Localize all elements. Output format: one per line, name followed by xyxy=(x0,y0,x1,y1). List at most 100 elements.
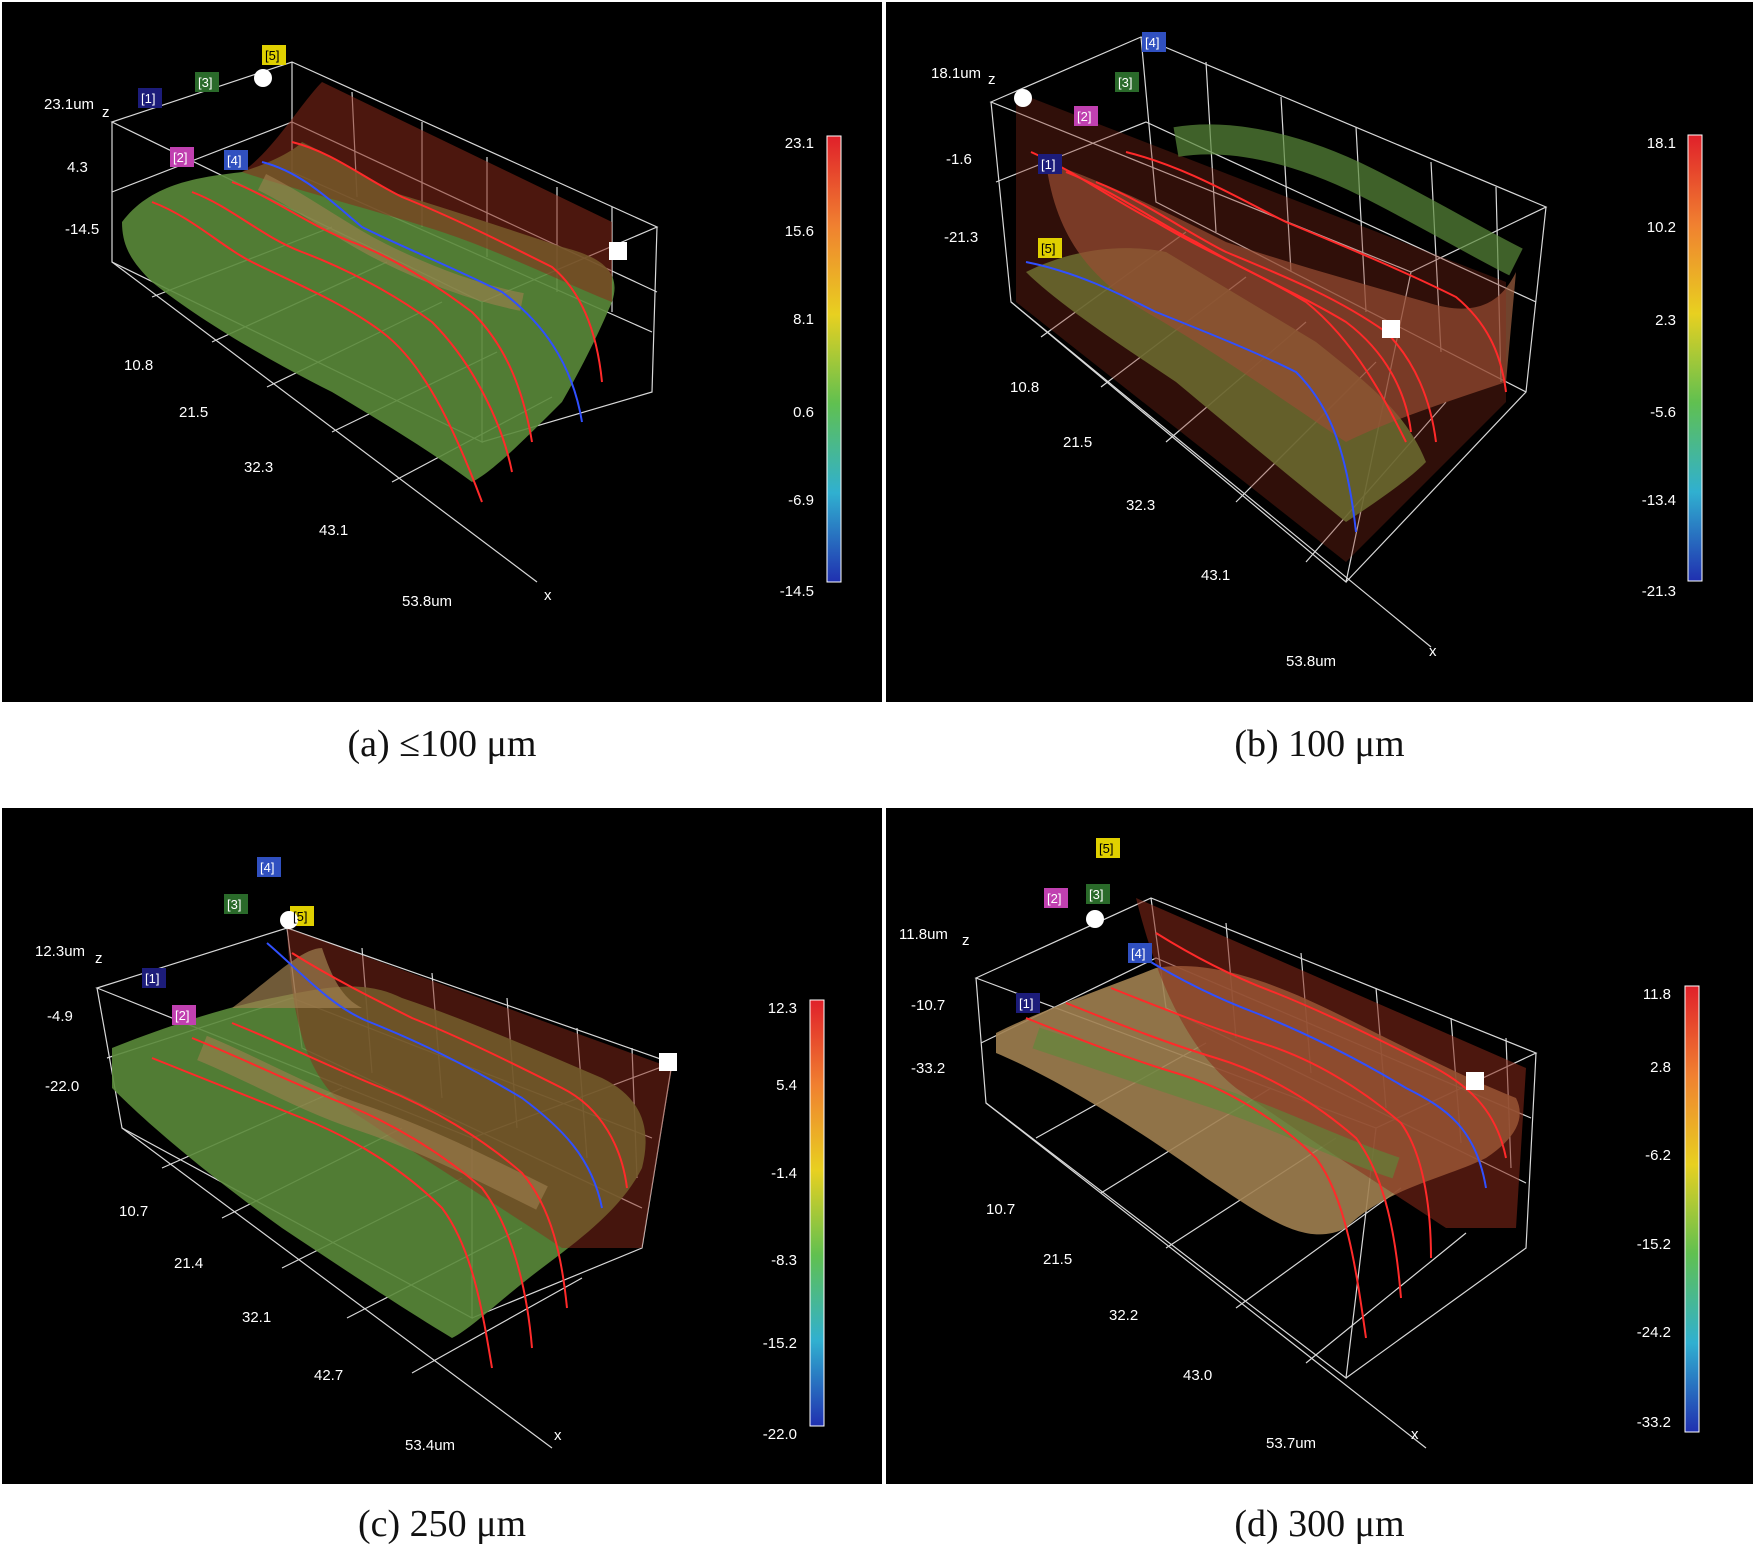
y-tick-4: 43.0 xyxy=(1183,1367,1212,1384)
z-mid-label: -1.6 xyxy=(946,151,972,168)
colorbar-tick-5: -6.9 xyxy=(788,492,814,509)
colorbar-tick-4: -5.6 xyxy=(1650,404,1676,421)
marker-2-label: [2] xyxy=(1047,891,1061,906)
colorbar-tick-5: -15.2 xyxy=(763,1335,797,1352)
end-square xyxy=(659,1053,677,1071)
profile-lines xyxy=(151,141,603,503)
x-letter: x xyxy=(1429,643,1437,660)
end-square xyxy=(1466,1072,1484,1090)
colorbar-tick-2: 10.2 xyxy=(1647,219,1676,236)
marker-1-box xyxy=(1016,993,1040,1013)
surface-plot-c xyxy=(95,857,677,1449)
colorbar-tick-4: 0.6 xyxy=(793,404,814,421)
z-top-label: 12.3um xyxy=(35,943,85,960)
y-tick-2: 21.4 xyxy=(174,1255,203,1272)
marker-4-label: [4] xyxy=(227,153,241,168)
caption-d: (d) 300 μm xyxy=(1234,1503,1405,1545)
marker-5-label: [5] xyxy=(1041,241,1055,256)
panel-c: [1] [2] [3] [4] [5] 12.3um z -4.9 -22.0 … xyxy=(2,808,882,1484)
marker-3-box xyxy=(1115,72,1139,92)
z-letter: z xyxy=(962,932,970,949)
y-tick-2: 21.5 xyxy=(1043,1251,1072,1268)
marker-2-label: [2] xyxy=(175,1008,189,1023)
surface xyxy=(996,898,1526,1235)
marker-2-box xyxy=(170,147,194,167)
y-tick-5: 53.7um xyxy=(1266,1435,1316,1452)
panel-d: [1] [2] [3] [4] [5] 11.8um z -10.7 -33.2… xyxy=(886,808,1753,1484)
start-dot xyxy=(1014,89,1032,107)
marker-3-box xyxy=(1086,884,1110,904)
y-tick-4: 43.1 xyxy=(319,522,348,539)
start-dot xyxy=(254,69,272,87)
end-square xyxy=(1382,320,1400,338)
colorbar xyxy=(1687,134,1703,582)
colorbar-tick-6: -33.2 xyxy=(1637,1414,1671,1431)
surface xyxy=(122,82,615,482)
marker-5-label: [5] xyxy=(1099,841,1113,856)
marker-4-box xyxy=(1142,32,1166,52)
marker-5-box xyxy=(1096,838,1120,858)
colorbar-tick-6: -21.3 xyxy=(1642,583,1676,600)
height-markers xyxy=(1016,838,1484,1090)
marker-2-box xyxy=(1074,106,1098,126)
marker-1-label: [1] xyxy=(145,971,159,986)
colorbar-tick-1: 23.1 xyxy=(785,135,814,152)
marker-4-label: [4] xyxy=(1145,35,1159,50)
colorbar-tick-1: 12.3 xyxy=(768,1000,797,1017)
colorbar-tick-5: -13.4 xyxy=(1642,492,1676,509)
x-letter: x xyxy=(1411,1426,1419,1443)
marker-1-box xyxy=(138,88,162,108)
profile-lines xyxy=(1025,151,1507,533)
marker-3-label: [3] xyxy=(1089,887,1103,902)
marker-2-label: [2] xyxy=(1077,109,1091,124)
marker-4-box xyxy=(224,150,248,170)
y-tick-2: 21.5 xyxy=(179,404,208,421)
y-tick-1: 10.8 xyxy=(124,357,153,374)
z-bottom-label: -22.0 xyxy=(45,1078,79,1095)
colorbar-tick-3: 2.3 xyxy=(1655,312,1676,329)
y-tick-1: 10.7 xyxy=(119,1203,148,1220)
marker-3-box xyxy=(195,72,219,92)
marker-2-box xyxy=(172,1005,196,1025)
surface-plot-a xyxy=(110,45,659,583)
colorbar-tick-2: 2.8 xyxy=(1650,1059,1671,1076)
z-mid-label: -10.7 xyxy=(911,997,945,1014)
z-mid-label: 4.3 xyxy=(67,159,88,176)
surface-plot-b xyxy=(989,32,1548,648)
colorbar-tick-3: -1.4 xyxy=(771,1165,797,1182)
marker-3-label: [3] xyxy=(227,897,241,912)
marker-2-box xyxy=(1044,888,1068,908)
colorbar-tick-6: -14.5 xyxy=(780,583,814,600)
z-letter: z xyxy=(102,104,110,121)
marker-1-box xyxy=(142,968,166,988)
marker-3-box xyxy=(224,894,248,914)
height-markers xyxy=(138,45,627,260)
start-dot xyxy=(1086,910,1104,928)
surface-plot-d xyxy=(974,838,1538,1449)
marker-5-label: [5] xyxy=(293,909,307,924)
marker-4-label: [4] xyxy=(1131,946,1145,961)
marker-5-box xyxy=(1038,238,1062,258)
z-mid-label: -4.9 xyxy=(47,1008,73,1025)
z-bottom-label: -33.2 xyxy=(911,1060,945,1077)
marker-1-box xyxy=(1038,154,1062,174)
x-letter: x xyxy=(544,587,552,604)
y-tick-1: 10.7 xyxy=(986,1201,1015,1218)
marker-4-box xyxy=(257,857,281,877)
profile-lines xyxy=(1025,932,1507,1339)
caption-c: (c) 250 μm xyxy=(357,1503,527,1545)
z-top-label: 11.8um xyxy=(899,926,948,943)
caption-b: (b) 100 μm xyxy=(1234,723,1405,765)
z-top-label: 18.1um xyxy=(931,65,981,82)
start-dot xyxy=(280,911,298,929)
y-tick-2: 21.5 xyxy=(1063,434,1092,451)
y-tick-3: 32.2 xyxy=(1109,1307,1138,1324)
marker-1-label: [1] xyxy=(1019,996,1033,1011)
colorbar-tick-4: -15.2 xyxy=(1637,1236,1671,1253)
y-tick-3: 32.3 xyxy=(244,459,273,476)
z-bottom-label: -14.5 xyxy=(65,221,99,238)
colorbar-tick-1: 11.8 xyxy=(1643,986,1671,1003)
y-tick-4: 42.7 xyxy=(314,1367,343,1384)
colorbar-tick-3: -6.2 xyxy=(1645,1147,1671,1164)
height-markers xyxy=(142,857,677,1071)
